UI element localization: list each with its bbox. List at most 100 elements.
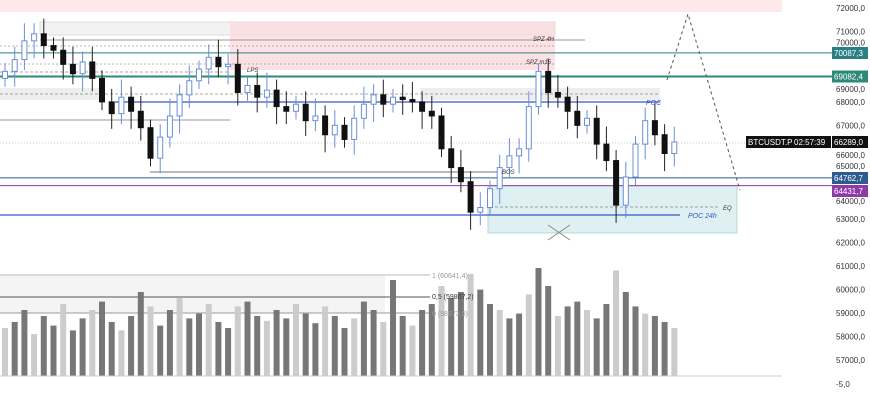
volume-bar [467, 274, 474, 376]
candle-body [166, 115, 173, 138]
volume-bar [89, 310, 96, 376]
candle-body [283, 106, 290, 112]
price-tick: 66000,0 [836, 151, 865, 160]
candle-body [545, 70, 552, 93]
candle-body [584, 117, 590, 126]
volume-bar [603, 304, 610, 376]
candle-body [263, 89, 270, 98]
volume-bar [457, 292, 464, 376]
candle-body [380, 94, 387, 105]
volume-bar [50, 325, 57, 376]
volume-bar [147, 306, 154, 376]
volume-bar [671, 328, 678, 376]
volume-bar [370, 310, 377, 376]
fib-05-label: 0,5 (59807,2) [432, 294, 474, 301]
candle-body [467, 181, 474, 213]
demand-zone [487, 185, 738, 234]
bos-label: BOS [502, 170, 515, 176]
eq-label: EQ [723, 206, 732, 212]
volume-bar [31, 334, 38, 376]
volume-bar [2, 328, 8, 376]
level-tag [832, 47, 868, 59]
countdown: 02:57:39 [794, 138, 826, 147]
candle-body [21, 40, 28, 61]
volume-bar [487, 304, 493, 376]
candle-body [477, 206, 484, 213]
price-tick: 72000,0 [836, 4, 865, 13]
volume-bar [554, 316, 561, 376]
candle-body [196, 68, 202, 82]
candle-body [516, 148, 523, 157]
volume-bar [525, 294, 532, 376]
candle-body [302, 103, 309, 122]
volume-bar [428, 304, 435, 376]
volume-bar [244, 301, 251, 376]
cross-mark [547, 224, 571, 241]
volume-axis-label: -5,0 [836, 380, 850, 389]
last-price-tag [832, 136, 868, 148]
spz-m15-label: SPZ m15 [526, 60, 552, 66]
candle-body [428, 110, 435, 117]
candle-body [69, 63, 76, 75]
candle-body [89, 61, 96, 79]
volume-bar [186, 318, 193, 376]
candle-body [60, 49, 67, 65]
volume-bar [137, 292, 144, 376]
price-tick: 61000,0 [836, 262, 865, 271]
candle-body [176, 94, 183, 117]
volume-bar [545, 286, 552, 376]
volume-bar [157, 325, 164, 376]
candle-body [341, 124, 348, 140]
supply-zone-top [0, 0, 782, 12]
candle-body [370, 94, 377, 105]
volume-bar [254, 316, 261, 376]
candle-body [613, 160, 620, 206]
level-tag-label: 70087,3 [834, 49, 863, 58]
candle-body [11, 59, 18, 72]
candle-body [593, 117, 600, 145]
candle-body [651, 120, 658, 136]
candle-body [293, 103, 299, 112]
candle-body [40, 33, 47, 47]
volume-bar [108, 322, 115, 376]
candle-body [31, 33, 38, 42]
volume-bar [293, 304, 299, 376]
projection-path [666, 12, 741, 191]
candle-body [331, 124, 338, 136]
volume-bar [331, 316, 338, 376]
volume-bar [128, 316, 135, 376]
candle-body [2, 70, 8, 79]
price-tick: 63000,0 [836, 215, 865, 224]
candle-body [487, 188, 493, 208]
volume-bar [661, 322, 668, 376]
candle-body [99, 77, 105, 103]
candle-body [137, 110, 144, 129]
volume-bar [225, 328, 232, 376]
volume-bar [399, 316, 406, 376]
price-tick: 67000,0 [836, 121, 865, 130]
volume-bar [632, 306, 639, 376]
fib-0-label: 0 (58973,0) [432, 311, 468, 318]
volume-bar [622, 292, 629, 376]
volume-bar [322, 306, 329, 376]
symbol-label: BTCUSDT.P [748, 138, 792, 147]
candle-body [312, 115, 319, 122]
candle-body [457, 167, 464, 183]
candle-body [409, 99, 416, 103]
candle-body [215, 56, 222, 68]
candle-body [225, 63, 232, 68]
candle-body [448, 148, 455, 169]
candle-body [128, 96, 135, 112]
price-tick: 58000,0 [836, 333, 865, 342]
candle-body [525, 106, 532, 150]
volume-bar [584, 310, 590, 376]
candles [2, 18, 678, 230]
candle-body [574, 110, 581, 126]
candle-body [157, 136, 164, 159]
lps-label: LPS [247, 68, 258, 74]
price-tick: 65000,0 [836, 162, 865, 171]
volume-bar [263, 320, 270, 376]
spz-4h-label: SPZ 4H [533, 37, 555, 43]
